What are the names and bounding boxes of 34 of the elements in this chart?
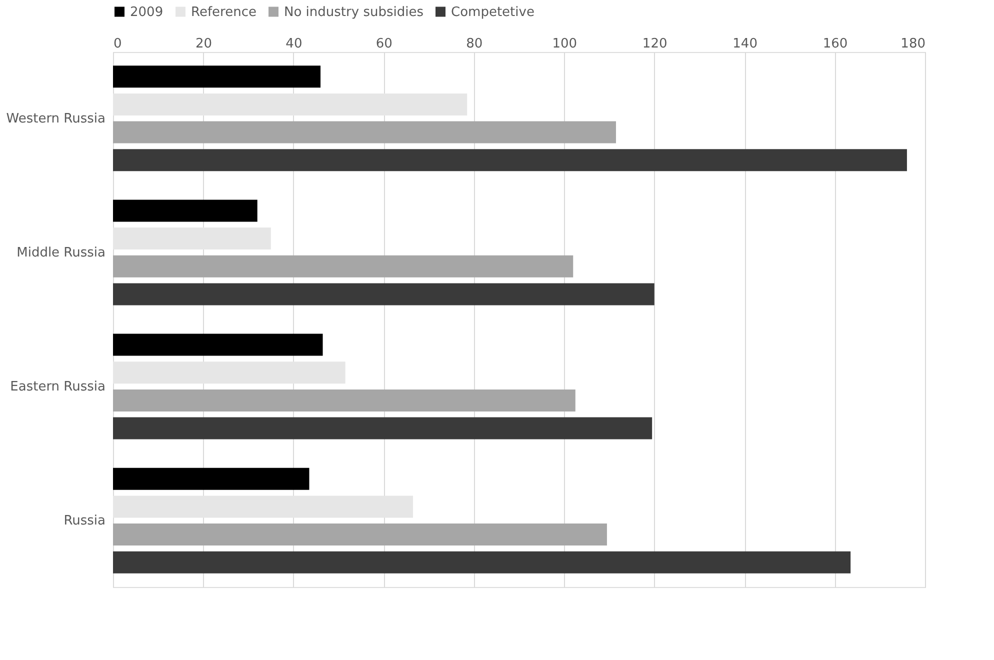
bar bbox=[113, 468, 310, 490]
bar bbox=[113, 389, 576, 412]
bar bbox=[113, 524, 607, 546]
y-tick-label: Middle Russia bbox=[16, 245, 106, 260]
bar bbox=[113, 228, 271, 250]
x-tick-label: 40 bbox=[286, 36, 302, 52]
x-tick-label: 120 bbox=[642, 36, 668, 52]
bar bbox=[113, 93, 468, 116]
bar bbox=[113, 283, 654, 306]
x-tick-label: 80 bbox=[466, 36, 483, 52]
legend-label: No industry subsidies bbox=[284, 4, 424, 20]
y-tick-label: Russia bbox=[64, 514, 106, 529]
y-tick-label: Eastern Russia bbox=[10, 380, 106, 395]
x-tick-label: 140 bbox=[732, 36, 758, 52]
legend-label: 2009 bbox=[130, 4, 164, 20]
bar bbox=[113, 66, 321, 88]
x-tick-label: 160 bbox=[822, 36, 848, 52]
x-tick-label: 0 bbox=[114, 36, 122, 52]
legend-label: Competetive bbox=[451, 4, 534, 20]
x-tick-label: 100 bbox=[552, 36, 578, 52]
bar bbox=[113, 149, 907, 172]
bar bbox=[113, 121, 616, 144]
bar bbox=[113, 200, 258, 222]
bar bbox=[113, 417, 652, 440]
y-tick-label: Western Russia bbox=[6, 111, 106, 126]
x-tick-label: 20 bbox=[195, 36, 212, 52]
bar bbox=[113, 362, 346, 384]
bar bbox=[113, 334, 323, 356]
bar bbox=[113, 496, 413, 518]
bar bbox=[113, 255, 574, 278]
x-tick-label: 180 bbox=[900, 36, 926, 52]
x-tick-label: 60 bbox=[376, 36, 392, 52]
legend-label: Reference bbox=[191, 4, 256, 20]
bar bbox=[113, 551, 851, 574]
